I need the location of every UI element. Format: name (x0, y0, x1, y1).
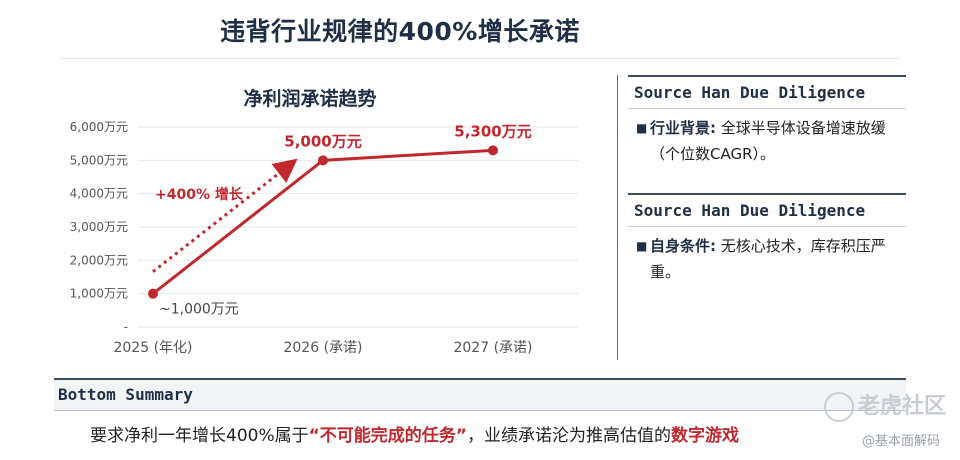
bottom-summary-bar: Bottom Summary (54, 378, 906, 411)
square-bullet-icon: ■ (636, 121, 648, 135)
data-point (318, 155, 328, 166)
title-divider (60, 58, 900, 59)
side-bullet-item: ■ 自身条件: 无核心技术，库存积压严重。 (628, 227, 906, 285)
growth-annotation: +400% 增长 (155, 186, 244, 203)
summary-text-part: ，业绩承诺沦为推高估值的 (466, 426, 671, 446)
page-title: 违背行业规律的400%增长承诺 (220, 17, 580, 46)
profit-trend-chart: - 1,000万元 2,000万元 3,000万元 4,000万元 5,000万元 6,00… (70, 120, 578, 356)
bottom-summary-header: Bottom Summary (58, 385, 193, 404)
side-section-industry: Source Han Due Diligence ■ 行业背景: 全球半导体设备… (628, 75, 906, 167)
summary-text-part: 要求净利一年增长400%属于 (90, 426, 309, 446)
paw-logo-icon (823, 392, 854, 422)
y-tick-label: 6,000万元 (70, 120, 128, 134)
bullet-label: 自身条件: (650, 237, 716, 255)
watermark-brand-text: 老虎社区 (857, 394, 946, 419)
bullet-label: 行业背景: (650, 119, 716, 137)
data-label: ~1,000万元 (159, 302, 239, 318)
square-bullet-icon: ■ (636, 239, 648, 253)
bullet-text: 全球半导体设备增速放缓（个位数CAGR）。 (650, 119, 886, 163)
series-line (152, 148, 494, 295)
summary-highlight: 数字游戏 (670, 426, 739, 446)
y-tick-label: 1,000万元 (70, 287, 128, 301)
data-label: 5,000万元 (284, 132, 361, 150)
x-tick-label: 2025 (年化) (113, 340, 192, 356)
y-tick-label: 2,000万元 (70, 253, 128, 267)
watermark-brand: 老虎社区 (823, 388, 946, 422)
side-section-header: Source Han Due Diligence (628, 193, 906, 227)
data-label: 5,300万元 (454, 122, 531, 140)
vertical-divider (617, 75, 618, 360)
y-tick-label: 4,000万元 (70, 187, 128, 201)
data-point (488, 145, 498, 156)
summary-highlight: “不可能完成的任务” (308, 426, 467, 446)
y-tick-label: 5,000万元 (70, 153, 128, 167)
side-section-self: Source Han Due Diligence ■ 自身条件: 无核心技术，库… (628, 193, 906, 285)
x-tick-label: 2027 (承诺) (453, 340, 532, 356)
bullet-text: 无核心技术，库存积压严重。 (650, 237, 886, 281)
y-tick-label: - (124, 320, 128, 334)
side-section-header: Source Han Due Diligence (628, 75, 906, 109)
x-tick-label: 2026 (承诺) (283, 340, 362, 356)
y-tick-label: 3,000万元 (70, 220, 128, 234)
watermark-handle: @基本面解码 (861, 434, 940, 449)
bottom-summary-text: 要求净利一年增长400%属于“不可能完成的任务”，业绩承诺沦为推高估值的数字游戏 (90, 421, 870, 446)
data-point (148, 288, 158, 299)
chart-title: 净利润承诺趋势 (243, 88, 377, 110)
growth-arrow (152, 158, 298, 273)
side-bullet-item: ■ 行业背景: 全球半导体设备增速放缓（个位数CAGR）。 (628, 109, 906, 167)
